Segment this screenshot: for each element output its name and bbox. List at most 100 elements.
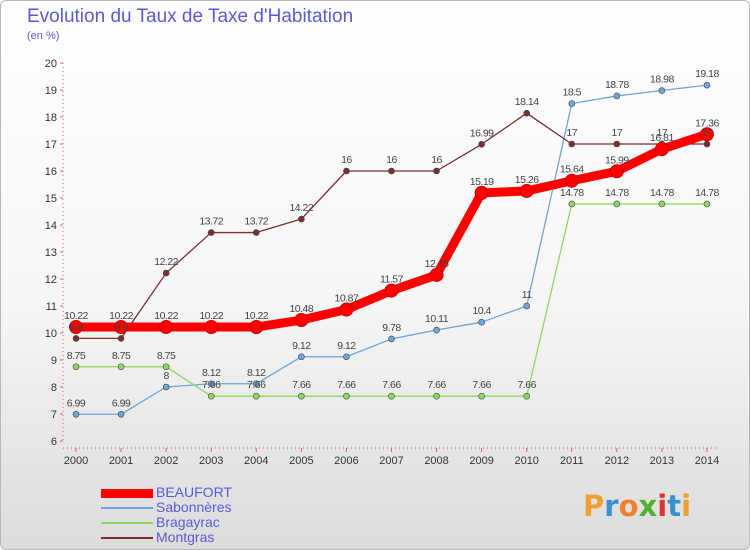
chart-title: Evolution du Taux de Taxe d'Habitation [27, 6, 354, 27]
data-point-bragayrac [117, 363, 125, 371]
y-tick-label: 10 [45, 328, 57, 340]
data-point-bragayrac [613, 200, 621, 208]
logo-letter: i [657, 489, 668, 523]
data-label-beaufort: 15.99 [605, 154, 629, 166]
data-label-beaufort: 17.36 [695, 117, 719, 129]
data-point-montgras [117, 335, 125, 342]
y-tick-label: 8 [51, 382, 57, 394]
y-tick-label: 19 [45, 85, 57, 97]
x-tick-label: 2010 [514, 455, 538, 467]
data-label-sabonneres: 18.98 [650, 74, 674, 86]
data-point-beaufort [699, 127, 714, 142]
x-tick-label: 2014 [695, 455, 719, 467]
legend-label-beaufort: BEAUFORT [156, 484, 232, 500]
data-point-montgras [388, 167, 395, 175]
data-label-montgras: 9.8 [115, 321, 129, 333]
data-label-sabonneres: 11 [522, 289, 533, 301]
x-tick-label: 2002 [154, 455, 178, 467]
data-label-montgras: 17 [657, 127, 668, 139]
data-label-bragayrac: 7.66 [202, 379, 221, 391]
data-label-sabonneres: 10.4 [472, 305, 491, 317]
data-point-montgras [252, 229, 260, 236]
data-point-bragayrac [478, 392, 485, 400]
data-point-montgras [162, 269, 170, 277]
y-tick-label: 6 [51, 436, 57, 448]
data-label-montgras: 16 [341, 154, 352, 166]
x-tick-label: 2008 [424, 455, 448, 467]
y-unit-label: (en %) [27, 30, 60, 42]
legend-swatch-beaufort [101, 489, 153, 498]
data-point-beaufort [609, 164, 624, 179]
data-point-sabonneres [613, 92, 621, 100]
data-point-sabonneres [703, 81, 711, 89]
data-label-montgras: 17 [702, 127, 713, 139]
data-point-sabonneres [298, 353, 305, 361]
x-tick-label: 2012 [605, 455, 629, 467]
data-point-beaufort [159, 320, 174, 335]
legend-item-bragayrac: Bragayrac [101, 514, 361, 530]
legend: BEAUFORT Sabonnères Bragayrac Montgras [101, 484, 361, 545]
data-point-beaufort [384, 283, 399, 298]
data-label-bragayrac: 7.66 [382, 379, 401, 391]
data-label-sabonneres: 18.5 [563, 87, 582, 99]
data-point-bragayrac [568, 200, 576, 208]
legend-label-montgras: Montgras [156, 529, 215, 545]
data-label-beaufort: 10.48 [289, 303, 313, 315]
data-label-bragayrac: 8.75 [157, 350, 176, 362]
data-point-bragayrac [162, 363, 170, 371]
data-label-bragayrac: 14.78 [605, 187, 629, 199]
data-point-beaufort [204, 320, 219, 335]
data-label-beaufort: 10.22 [109, 310, 133, 322]
y-tick-label: 7 [51, 409, 57, 421]
data-point-montgras [343, 167, 350, 175]
logo-letter: P [583, 489, 605, 523]
legend-label-sabonneres: Sabonnères [156, 499, 232, 515]
data-point-bragayrac [523, 392, 531, 400]
data-label-bragayrac: 7.66 [292, 379, 311, 391]
y-tick-label: 12 [45, 274, 57, 286]
data-point-beaufort [339, 302, 354, 317]
x-tick-label: 2013 [650, 455, 674, 467]
series-line-bragayrac [75, 203, 708, 397]
data-label-beaufort: 10.22 [154, 310, 178, 322]
data-point-sabonneres [162, 383, 170, 391]
data-point-bragayrac [433, 392, 440, 400]
data-label-montgras: 16.99 [470, 127, 494, 139]
data-label-montgras: 13.72 [199, 216, 223, 228]
data-point-bragayrac [207, 392, 215, 400]
data-point-bragayrac [343, 392, 350, 400]
data-label-montgras: 12.22 [154, 256, 178, 268]
data-label-sabonneres: 8.12 [202, 367, 221, 379]
data-label-sabonneres: 8.12 [247, 367, 266, 379]
data-point-bragayrac [703, 200, 711, 208]
data-point-montgras [298, 215, 305, 223]
data-point-bragayrac [72, 363, 80, 371]
data-point-beaufort [114, 320, 129, 335]
data-point-sabonneres [478, 318, 485, 326]
data-label-beaufort: 15.26 [515, 174, 539, 186]
x-tick-label: 2000 [64, 455, 88, 467]
data-label-bragayrac: 7.66 [517, 379, 536, 391]
data-label-beaufort: 12.15 [425, 258, 449, 270]
data-point-sabonneres [523, 302, 531, 310]
data-point-beaufort [249, 320, 264, 335]
logo-letter: r [604, 489, 619, 523]
data-label-bragayrac: 14.78 [695, 187, 719, 199]
data-label-sabonneres: 9.78 [382, 322, 401, 334]
data-label-bragayrac: 7.66 [427, 379, 446, 391]
data-point-sabonneres [207, 380, 215, 388]
data-point-sabonneres [72, 410, 80, 418]
data-label-montgras: 13.72 [244, 216, 268, 228]
data-point-sabonneres [658, 87, 666, 94]
y-tick-label: 18 [45, 112, 57, 124]
y-tick-label: 16 [45, 166, 57, 178]
data-point-montgras [613, 140, 621, 148]
data-label-montgras: 16 [431, 154, 442, 166]
logo-letter: t [667, 489, 682, 523]
y-tick-label: 14 [45, 220, 57, 232]
data-point-montgras [478, 140, 485, 148]
data-point-beaufort [429, 267, 444, 282]
data-label-sabonneres: 10.11 [425, 313, 449, 325]
data-point-bragayrac [298, 392, 305, 400]
data-label-beaufort: 15.64 [560, 164, 584, 176]
